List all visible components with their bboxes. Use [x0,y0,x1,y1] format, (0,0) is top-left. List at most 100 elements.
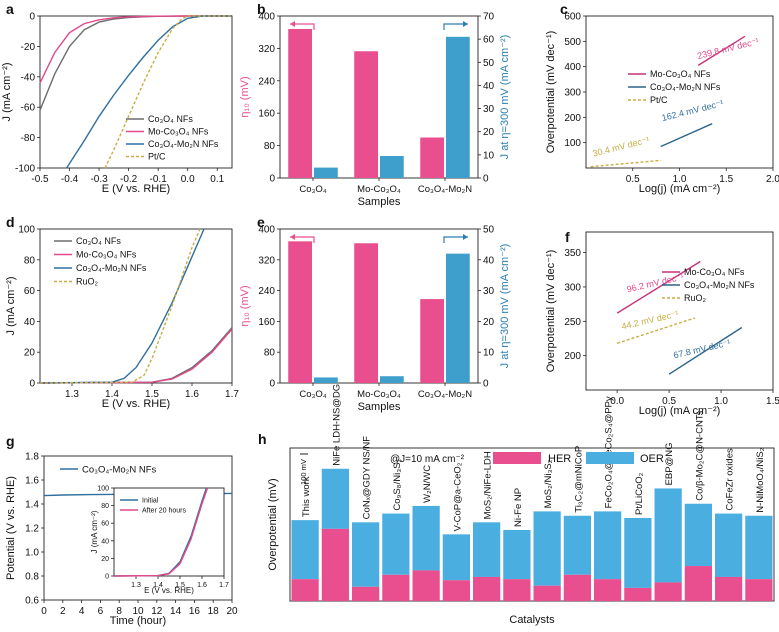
legend-entry: Co₃O₄-Mo₂N NFs [76,263,147,273]
x-tick-label: 12 [151,606,163,617]
x-axis-label: Samples [358,196,401,208]
bar-oer [745,515,773,580]
panel-letter: a [6,1,14,17]
x-tick-label: 2 [60,606,66,617]
series-line-2 [616,317,696,344]
y-tick-label: 1.8 [25,452,39,463]
legend-entry: Mo-Co₃O₄ NFs [76,250,137,260]
y-axis-label: Overpotential (mV dec⁻¹) [545,31,557,154]
y2-tick-label: 60 [483,35,495,46]
panel-a: a -0.5 -0.4 -0.3 -0.2 -0.1 0.0 0.1 -100 -80 -60 -40… [1,1,233,195]
x-tick-label: 1.7 [219,582,229,589]
x-tick-label: 8 [116,606,122,617]
panel-d: d 1.3 1.4 1.5 1.6 1.7 0 20 40 60 80 100 E (V vs. RHE… [5,214,239,410]
panel-letter: h [258,431,267,447]
bar-her [442,580,470,601]
inset-background [114,488,224,576]
legend-swatch-oer [586,452,634,464]
legend-entry: Co₃O₄ NFs [148,114,193,124]
legend-entry: RuO₂ [76,277,99,287]
panel-c: c 0.5 1.0 1.5 2.0 100 200 300 400 500 600 Log(j) (m… [545,1,779,195]
slope-annotation: 96.2 mV dec⁻¹ [626,272,685,295]
bar-her [321,528,349,601]
bar-j300 [380,156,404,178]
series-line-0 [39,15,232,111]
x-tick-label: 1.6 [185,389,199,400]
slope-annotation: 30.4 mV dec⁻¹ [592,135,651,159]
catalyst-label: This work [301,476,312,517]
x-tick-label: 14 [170,606,182,617]
y-tick-label: 100 [97,485,109,492]
panel-letter: g [6,433,15,449]
legend-entry: Pt/C [650,95,668,105]
y2-tick-label: 70 [483,12,495,23]
y-tick-label: 100 [18,225,35,236]
panel-letter: b [257,1,266,17]
y-tick-label: 0 [105,573,109,580]
y-tick-label: 0 [29,12,35,23]
bar-oer [291,520,319,580]
category-label: Co₃O₄ [299,184,326,195]
y-tick-label: -60 [21,103,36,114]
slope-annotation: 67.8 mV dec⁻¹ [673,337,732,360]
bar-her [563,574,591,601]
right-axis-arrowhead [463,234,468,240]
series-line-0 [39,327,233,384]
bar-oer [594,511,622,580]
series-line-0 [697,35,746,66]
bar-j300 [314,167,338,178]
x-tick-label: 0.0 [610,396,624,407]
x-tick-label: 6 [98,606,104,617]
bar-j300 [446,36,470,179]
category-label: Co₃O₄-Mo₂N [418,184,472,195]
x-tick-label: -0.3 [90,174,108,185]
category-label: Mo-Co₃O₄ [357,389,401,400]
y2-tick-label: 20 [483,127,495,138]
panel-letter: f [565,229,570,245]
bar-j300 [380,376,404,383]
catalyst-label: CoFeZr oxides [725,448,736,511]
x-tick-label: 1.6 [197,582,207,589]
y2-tick-label: 30 [483,104,495,115]
legend-entry: After 20 hours [142,507,186,514]
series-line-1 [39,328,233,384]
y2-tick-label: 0 [483,174,489,185]
x-axis-label: Catalysts [509,614,555,626]
y-tick-label: 1.6 [25,476,39,487]
x-axis-label: E (V vs. RHE) [144,586,194,595]
y-tick-label: 100 [564,138,581,149]
x-tick-label: 1.4 [105,389,119,400]
bar-oer [473,522,501,577]
series-line-2 [590,159,661,168]
y2-tick-label: 40 [483,255,495,266]
y-tick-label: 0 [269,379,275,390]
y-tick-label: 200 [564,113,581,124]
y-tick-label: 1.2 [25,524,39,535]
y-tick-label: 80 [264,348,276,359]
y-tick-label: 250 [564,317,581,328]
bar-her [594,579,622,601]
left-axis-arrow [290,236,315,243]
y-tick-label: 300 [564,282,581,293]
x-tick-label: 0.5 [662,396,676,407]
legend-header: @J=10 mA cm⁻² [390,454,465,465]
bar-oer [533,511,561,586]
x-tick-label: 1.3 [65,389,79,400]
y-axis-label: J (mA cm⁻²) [90,510,99,553]
y-tick-label: -40 [21,72,36,83]
catalyst-label: MoS₂/NiFe-LDH [483,451,494,519]
y-tick-label: 80 [24,255,36,266]
panel-letter: d [6,214,15,230]
y-tick-label: 200 [564,351,581,362]
panel-g: g 0 2 4 6 8 10 12 14 16 18 20 0.6 0.8 1.0 1.2 1.4 1.6 1.8 T… [5,433,238,627]
series-line-0 [616,260,701,314]
legend-entry: Mo-Co₃O₄ NFs [650,69,711,79]
legend-entry: Co₃O₄ NFs [76,236,121,246]
y2-axis-label: J at η=300 mV (mA cm⁻²) [499,244,511,369]
y-tick-label: 240 [258,286,275,297]
bar-j300 [314,377,338,383]
x-tick-label: -0.4 [61,174,79,185]
y-axis-label: η₁₀ (mV) [239,76,251,117]
x-axis-label: Time (hour) [110,615,166,627]
